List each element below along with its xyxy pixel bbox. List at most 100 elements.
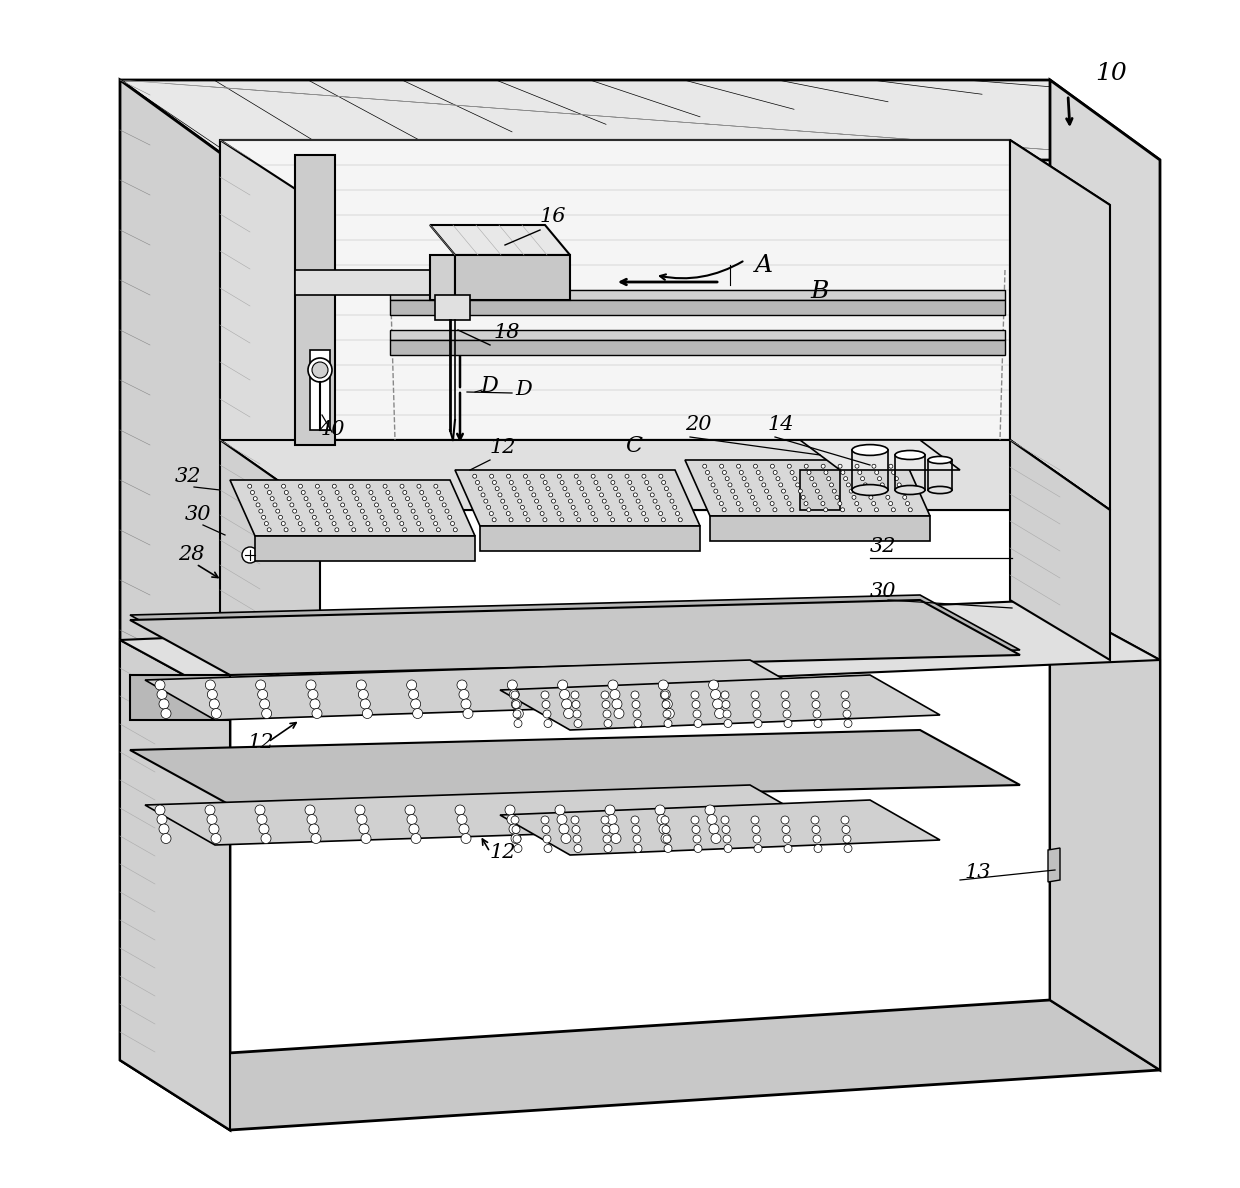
Polygon shape: [120, 1000, 1159, 1130]
Text: 12: 12: [490, 438, 517, 457]
Text: 32: 32: [870, 537, 897, 556]
Polygon shape: [255, 536, 475, 561]
Circle shape: [408, 503, 413, 507]
Circle shape: [507, 680, 517, 690]
Circle shape: [900, 489, 904, 493]
Circle shape: [352, 491, 356, 494]
Circle shape: [661, 834, 671, 843]
Circle shape: [436, 527, 440, 532]
Circle shape: [543, 518, 547, 522]
Circle shape: [542, 701, 551, 708]
Circle shape: [830, 482, 833, 487]
Circle shape: [812, 826, 820, 834]
Circle shape: [430, 516, 435, 519]
Circle shape: [546, 487, 549, 491]
Circle shape: [631, 691, 639, 699]
Circle shape: [818, 495, 822, 499]
Circle shape: [306, 503, 311, 507]
Circle shape: [707, 815, 717, 824]
Circle shape: [784, 720, 792, 727]
Circle shape: [714, 489, 718, 493]
Polygon shape: [391, 301, 1004, 315]
Polygon shape: [430, 225, 570, 255]
Circle shape: [661, 518, 666, 522]
Circle shape: [558, 680, 568, 690]
Polygon shape: [229, 480, 475, 536]
Circle shape: [517, 499, 522, 503]
Polygon shape: [219, 140, 1011, 440]
Circle shape: [720, 691, 729, 699]
Circle shape: [796, 482, 800, 487]
Circle shape: [823, 507, 827, 512]
Circle shape: [301, 491, 305, 494]
Circle shape: [386, 527, 389, 532]
Circle shape: [634, 720, 642, 727]
Circle shape: [724, 845, 732, 853]
Circle shape: [450, 522, 455, 525]
Circle shape: [782, 826, 790, 834]
Circle shape: [242, 546, 258, 563]
Circle shape: [835, 495, 839, 499]
Polygon shape: [1048, 848, 1060, 881]
Circle shape: [751, 816, 759, 824]
Circle shape: [608, 512, 611, 516]
Circle shape: [810, 476, 813, 481]
Circle shape: [257, 815, 267, 824]
Circle shape: [211, 834, 221, 843]
Circle shape: [557, 512, 560, 516]
Circle shape: [205, 805, 215, 815]
Circle shape: [641, 512, 646, 516]
Circle shape: [843, 835, 851, 843]
Circle shape: [335, 491, 339, 494]
Circle shape: [753, 835, 761, 843]
Polygon shape: [295, 154, 335, 446]
Circle shape: [583, 493, 587, 497]
Circle shape: [751, 691, 759, 699]
Circle shape: [512, 701, 520, 708]
Circle shape: [849, 489, 853, 493]
Circle shape: [355, 805, 365, 815]
Circle shape: [658, 474, 663, 479]
Circle shape: [787, 465, 791, 468]
Circle shape: [288, 497, 291, 500]
Circle shape: [419, 491, 424, 494]
Circle shape: [501, 499, 505, 503]
Circle shape: [510, 518, 513, 522]
Circle shape: [557, 474, 562, 479]
Circle shape: [693, 710, 701, 718]
Circle shape: [634, 845, 642, 853]
Circle shape: [161, 708, 171, 719]
Circle shape: [625, 474, 629, 479]
Circle shape: [614, 708, 624, 719]
Circle shape: [324, 503, 327, 507]
Circle shape: [250, 491, 254, 494]
Circle shape: [596, 487, 600, 491]
Circle shape: [653, 499, 657, 503]
Circle shape: [523, 474, 527, 479]
Circle shape: [515, 493, 518, 497]
Circle shape: [739, 470, 743, 474]
Circle shape: [515, 720, 522, 727]
Ellipse shape: [895, 486, 925, 494]
Circle shape: [658, 680, 668, 690]
Circle shape: [662, 480, 666, 485]
Circle shape: [207, 689, 217, 700]
Circle shape: [310, 699, 320, 709]
Circle shape: [399, 522, 404, 525]
Polygon shape: [120, 600, 1159, 700]
Polygon shape: [219, 140, 1110, 206]
Circle shape: [804, 501, 808, 506]
Circle shape: [361, 510, 365, 513]
Circle shape: [781, 816, 789, 824]
Circle shape: [397, 516, 401, 519]
Circle shape: [720, 816, 729, 824]
Circle shape: [401, 485, 404, 488]
Circle shape: [842, 826, 849, 834]
Polygon shape: [455, 470, 701, 526]
Circle shape: [443, 503, 446, 507]
Circle shape: [609, 824, 619, 834]
Circle shape: [588, 505, 593, 510]
Circle shape: [719, 501, 723, 506]
Circle shape: [883, 489, 887, 493]
Circle shape: [350, 485, 353, 488]
